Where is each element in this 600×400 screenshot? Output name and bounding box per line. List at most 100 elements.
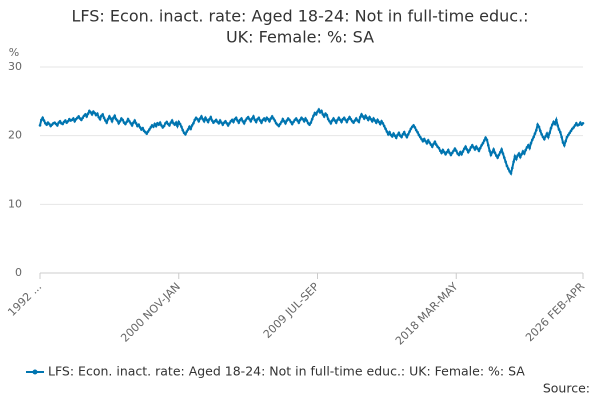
data-point <box>249 119 253 123</box>
data-point <box>253 118 257 122</box>
data-point <box>297 121 301 124</box>
data-point <box>134 122 138 125</box>
data-point <box>353 119 357 122</box>
data-point <box>344 118 347 122</box>
data-point <box>481 141 485 145</box>
data-point <box>189 127 193 131</box>
data-point <box>493 151 497 155</box>
data-point <box>206 120 210 124</box>
data-point <box>484 136 487 140</box>
data-point <box>440 151 443 155</box>
data-point <box>262 117 266 120</box>
data-point <box>420 137 423 141</box>
data-point <box>520 152 523 156</box>
data-point <box>437 146 441 150</box>
data-point <box>486 143 490 147</box>
data-point <box>497 153 501 157</box>
data-point <box>521 150 525 153</box>
data-point <box>148 128 151 131</box>
data-point <box>220 121 223 124</box>
data-point <box>498 150 502 154</box>
data-point <box>266 117 270 121</box>
data-point <box>205 118 209 122</box>
data-point <box>141 126 145 130</box>
data-point <box>372 117 375 120</box>
data-point <box>204 116 207 120</box>
data-point <box>176 124 179 128</box>
data-point <box>250 117 254 120</box>
y-tick-label: 0 <box>15 266 22 279</box>
data-point <box>121 118 125 122</box>
data-point <box>132 121 135 124</box>
data-point <box>128 119 131 123</box>
data-point <box>524 148 527 152</box>
data-point <box>302 119 306 123</box>
data-point <box>513 154 517 158</box>
data-point <box>506 167 510 170</box>
data-point <box>422 137 426 141</box>
data-point <box>352 121 355 124</box>
data-point <box>258 119 262 122</box>
data-point <box>170 119 174 122</box>
data-point <box>565 135 569 139</box>
data-point <box>309 121 313 124</box>
data-point <box>414 128 418 132</box>
data-point <box>340 120 343 124</box>
data-point <box>108 115 111 118</box>
data-point <box>397 131 401 135</box>
data-point <box>154 124 158 128</box>
data-point <box>146 130 150 133</box>
y-tick-label: 30 <box>8 60 22 73</box>
data-point <box>197 119 201 123</box>
data-point <box>126 117 130 121</box>
data-point <box>137 123 141 126</box>
data-point <box>337 116 341 120</box>
data-point <box>178 122 182 126</box>
data-point <box>117 122 121 125</box>
data-point <box>365 116 369 120</box>
data-point <box>157 123 161 126</box>
data-point <box>535 128 538 132</box>
data-point <box>64 119 67 122</box>
data-point <box>541 135 545 139</box>
data-point <box>237 121 241 124</box>
data-point <box>180 125 183 129</box>
data-point <box>345 120 349 124</box>
data-point <box>165 120 169 124</box>
data-point <box>430 145 434 148</box>
data-point <box>529 141 533 145</box>
data-point <box>426 139 430 142</box>
data-point <box>282 119 286 123</box>
data-point <box>130 124 134 127</box>
data-point <box>445 150 449 154</box>
data-point <box>202 119 206 123</box>
data-point <box>444 152 447 156</box>
data-point <box>490 150 494 154</box>
y-tick-label: 10 <box>8 197 22 210</box>
source: Source: <box>543 381 590 396</box>
data-point <box>462 147 466 151</box>
data-point <box>288 118 291 122</box>
data-point <box>575 122 578 125</box>
data-point <box>569 129 573 133</box>
data-point <box>468 148 471 152</box>
data-point <box>390 135 394 138</box>
data-point <box>450 151 454 155</box>
x-tick-label: 2026 FEB-APR <box>523 280 587 344</box>
data-point <box>405 135 409 139</box>
data-point <box>539 129 542 133</box>
data-point <box>525 146 529 149</box>
data-point <box>272 117 275 120</box>
data-point <box>449 153 453 157</box>
data-point <box>388 130 391 134</box>
data-point <box>348 115 351 119</box>
data-point <box>336 118 339 122</box>
data-point <box>208 117 211 121</box>
data-point <box>264 119 267 122</box>
data-point <box>342 116 346 120</box>
data-point <box>500 148 503 151</box>
data-point <box>466 150 470 154</box>
data-point <box>404 133 407 137</box>
data-point <box>292 120 295 124</box>
x-tick-label: 1992 ... <box>5 280 44 319</box>
